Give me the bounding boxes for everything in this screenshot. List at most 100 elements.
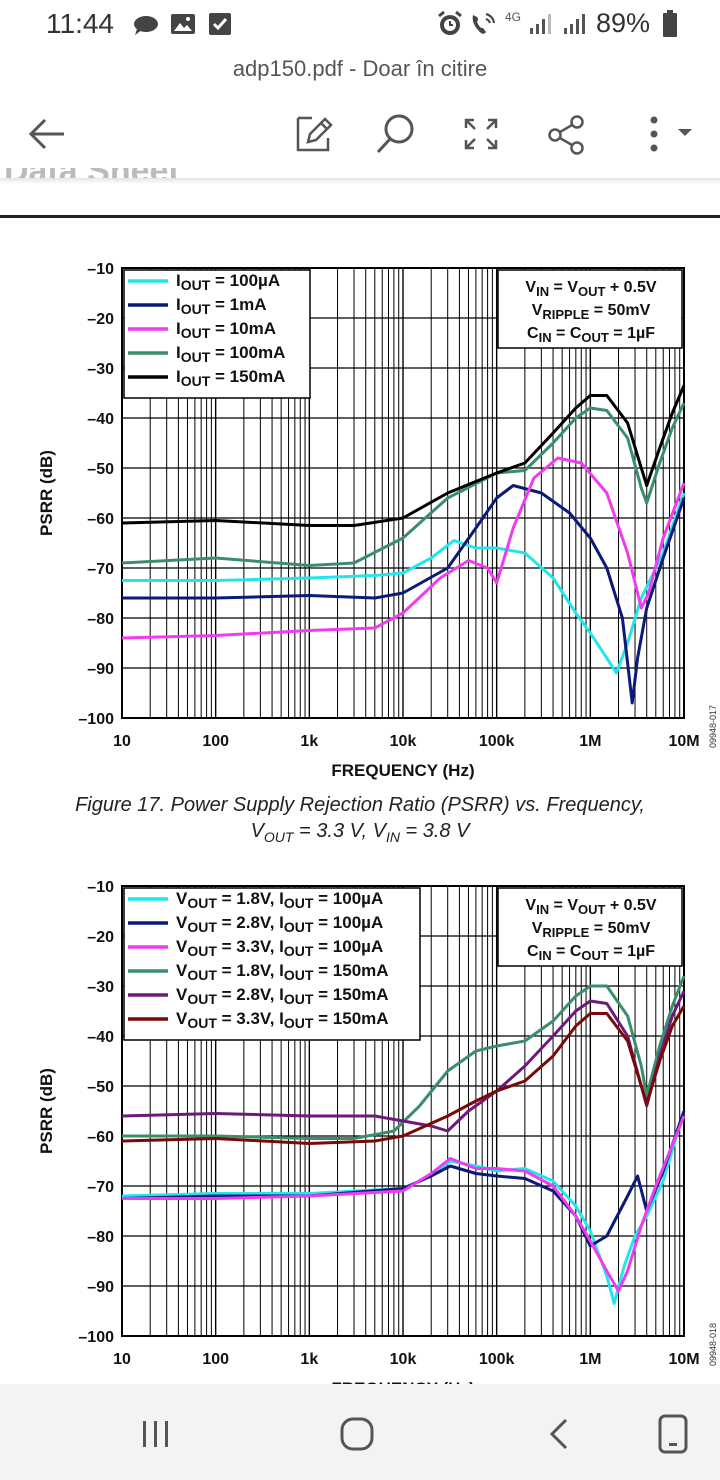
battery-icon	[663, 10, 677, 37]
toolbar	[0, 90, 720, 178]
condition-line: CIN = COUT = 1µF	[527, 325, 655, 345]
back-arrow-icon[interactable]	[26, 114, 68, 154]
search-icon[interactable]	[374, 112, 418, 156]
battery-percent: 89%	[596, 8, 651, 38]
y-tick-label: –80	[87, 1229, 114, 1246]
chat-notification-icon	[134, 16, 158, 35]
series-line	[122, 492, 686, 675]
home-icon[interactable]	[338, 1416, 376, 1452]
page-rule	[0, 215, 720, 218]
series-line	[121, 1005, 686, 1145]
y-tick-label: –10	[87, 261, 114, 278]
figure-17-caption: Figure 17. Power Supply Rejection Ratio …	[0, 792, 720, 850]
x-tick-label: 1M	[579, 1351, 601, 1368]
legend-entry: VOUT = 3.3V, IOUT = 100µA	[176, 937, 383, 959]
y-tick-label: –30	[87, 361, 114, 378]
signal-icon-1	[530, 14, 551, 34]
edit-icon[interactable]	[294, 112, 334, 154]
legend-entry: IOUT = 1mA	[176, 295, 267, 317]
y-tick-label: –80	[87, 611, 114, 628]
x-tick-label: 1k	[300, 733, 318, 750]
y-tick-label: –20	[87, 311, 114, 328]
x-tick-label: 1M	[579, 733, 601, 750]
status-time: 11:44	[46, 8, 114, 39]
x-tick-label: 100	[202, 733, 229, 750]
legend-entry: IOUT = 150mA	[176, 367, 285, 389]
legend-entry: VOUT = 1.8V, IOUT = 100µA	[176, 889, 383, 911]
condition-line: VIN = VOUT + 0.5V	[525, 279, 657, 299]
y-tick-label: –50	[87, 1079, 114, 1096]
x-tick-label: 10M	[668, 733, 699, 750]
y-tick-label: –100	[78, 711, 114, 728]
series-line	[121, 384, 686, 527]
legend-entry: VOUT = 1.8V, IOUT = 150mA	[176, 961, 389, 983]
legend-entry: IOUT = 10mA	[176, 319, 276, 341]
check-notification-icon	[209, 13, 231, 35]
document-title: adp150.pdf - Doar în citire	[232, 56, 488, 81]
x-tick-label: 100	[202, 1351, 229, 1368]
condition-line: VIN = VOUT + 0.5V	[525, 897, 657, 917]
x-tick-label: 1k	[300, 1351, 318, 1368]
conditions-box: VIN = VOUT + 0.5V VRIPPLE = 50mV CIN = COU…	[497, 887, 683, 967]
signal-icon-2	[564, 14, 585, 34]
series-line	[121, 402, 686, 567]
y-axis-label: PSRR (dB)	[37, 1068, 56, 1154]
conditions-frame	[497, 269, 683, 349]
legend-entry: VOUT = 2.8V, IOUT = 150mA	[176, 985, 389, 1007]
condition-line: VRIPPLE = 50mV	[532, 920, 651, 940]
nav-back-icon[interactable]	[544, 1416, 574, 1452]
legend-box	[123, 887, 421, 1041]
share-icon[interactable]	[546, 114, 588, 156]
y-tick-label: –40	[87, 411, 114, 428]
wifi-call-icon	[472, 13, 495, 34]
android-nav-bar	[0, 1384, 720, 1480]
document-title-bar: adp150.pdf - Doar în citire	[0, 50, 720, 90]
more-icon[interactable]	[644, 114, 696, 154]
figure-code: 09948-017	[708, 705, 718, 748]
figure-code: 09948-018	[708, 1323, 718, 1366]
y-axis-label: PSRR (dB)	[37, 450, 56, 536]
network-type: 4G	[505, 10, 522, 24]
x-axis-label: FREQUENCY (Hz)	[331, 1379, 474, 1384]
y-tick-label: –20	[87, 929, 114, 946]
condition-line: CIN = COUT = 1µF	[527, 943, 655, 963]
x-tick-label: 100k	[479, 1351, 515, 1368]
toolbar-shadow	[0, 178, 720, 184]
series-line	[122, 484, 686, 705]
y-tick-label: –60	[87, 1129, 114, 1146]
series-line	[121, 1110, 686, 1248]
y-tick-label: –30	[87, 979, 114, 996]
status-bar: 11:44 4G 89%	[0, 0, 720, 50]
y-tick-label: –90	[87, 661, 114, 678]
x-tick-label: 10	[113, 733, 131, 750]
alarm-icon	[438, 10, 462, 35]
gallery-notification-icon	[171, 14, 195, 34]
x-tick-label: 10k	[390, 733, 417, 750]
legend-entry: VOUT = 2.8V, IOUT = 100µA	[176, 913, 383, 935]
legend-entry: IOUT = 100mA	[176, 343, 285, 365]
y-tick-label: –40	[87, 1029, 114, 1046]
x-tick-label: 10M	[668, 1351, 699, 1368]
series-line	[122, 975, 686, 1140]
conditions-frame	[497, 887, 683, 967]
y-tick-label: –10	[87, 879, 114, 896]
fullscreen-icon[interactable]	[462, 116, 500, 152]
keyboard-phone-icon[interactable]	[656, 1414, 690, 1454]
conditions-box: VIN = VOUT + 0.5V VRIPPLE = 50mV CIN = COU…	[497, 269, 683, 349]
y-tick-label: –70	[87, 1179, 114, 1196]
y-tick-label: –100	[78, 1329, 114, 1346]
x-tick-label: 10k	[390, 1351, 417, 1368]
recent-apps-icon[interactable]	[138, 1418, 174, 1450]
y-tick-label: –70	[87, 561, 114, 578]
y-tick-label: –60	[87, 511, 114, 528]
legend-entry: VOUT = 3.3V, IOUT = 150mA	[176, 1009, 389, 1031]
series-line	[122, 1115, 686, 1293]
condition-line: VRIPPLE = 50mV	[532, 302, 651, 322]
series-line	[121, 456, 686, 640]
caption-line-2: VOUT = 3.3 V, VIN = 3.8 V	[250, 820, 470, 845]
x-axis-label: FREQUENCY (Hz)	[331, 761, 474, 780]
